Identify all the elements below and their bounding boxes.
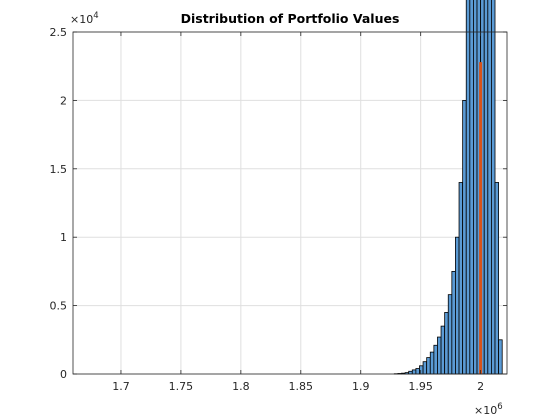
histogram-bar xyxy=(440,325,446,375)
x-tick-label: 1.9 xyxy=(352,380,370,393)
histogram-bar xyxy=(465,0,471,375)
y-tick-label: 2 xyxy=(60,94,67,107)
x-tick-label: 1.8 xyxy=(232,380,250,393)
histogram-bar xyxy=(422,361,428,375)
x-tick-label: 1.85 xyxy=(289,380,314,393)
histogram-bar xyxy=(415,368,420,375)
y-axis-ticks: 0 0.5 1 1.5 2 2.5 xyxy=(50,26,507,381)
histogram-bar xyxy=(473,0,478,375)
histogram-bar xyxy=(458,182,464,375)
chart-title: Distribution of Portfolio Values xyxy=(181,11,400,26)
x-axis-ticks: 1.7 1.75 1.8 1.85 1.9 1.95 2 xyxy=(112,32,484,393)
y-tick-label: 2.5 xyxy=(50,26,68,39)
histogram-bar xyxy=(491,0,496,375)
y-tick-label: 1.5 xyxy=(50,163,68,176)
x-tick-label: 2 xyxy=(477,380,484,393)
y-tick-label: 0 xyxy=(60,368,67,381)
histogram-bar xyxy=(426,357,431,375)
histogram-bar xyxy=(494,182,500,375)
histogram-bar xyxy=(451,270,456,375)
x-axis-exponent: ×106 xyxy=(474,402,503,417)
y-tick-label: 0.5 xyxy=(50,300,68,313)
histogram-bar xyxy=(429,351,435,375)
histogram-bar xyxy=(437,336,442,375)
y-tick-label: 1 xyxy=(60,231,67,244)
histogram-bar xyxy=(498,339,503,375)
histogram-bar xyxy=(469,0,474,375)
histogram-bar xyxy=(411,369,417,375)
x-tick-label: 1.7 xyxy=(112,380,130,393)
histogram-bar xyxy=(433,344,438,375)
histogram-bar xyxy=(408,370,413,375)
histogram-bar xyxy=(487,0,492,375)
x-tick-label: 1.95 xyxy=(408,380,433,393)
histogram-bar xyxy=(462,100,467,375)
histogram-bar xyxy=(447,294,453,375)
plot-area-frame xyxy=(72,31,508,375)
y-axis-exponent: ×104 xyxy=(70,11,99,26)
x-tick-label: 1.75 xyxy=(169,380,194,393)
histogram-bar xyxy=(419,365,424,375)
histogram-bar xyxy=(444,312,449,375)
histogram-bar xyxy=(483,0,489,375)
histogram-bar xyxy=(455,236,460,375)
